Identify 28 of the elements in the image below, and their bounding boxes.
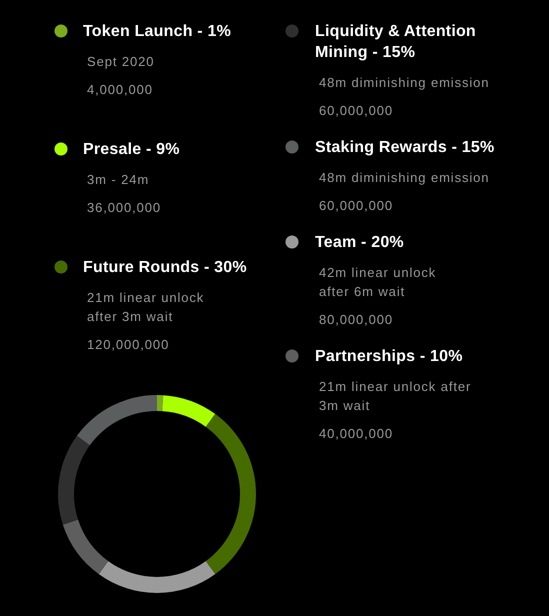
text: 40,000,000 [319, 426, 394, 440]
text: 21m linear unlock after 3m wait [87, 290, 204, 324]
legend-label: Team - 20% [315, 234, 404, 250]
donut-slice [58, 436, 90, 525]
text: 42m linear unlock after 6m wait [319, 264, 436, 298]
text: 60,000,000 [319, 198, 394, 212]
donut-slice [206, 414, 256, 574]
legend-label: Future Rounds - 30% [83, 258, 247, 276]
text: Sept 2020 [87, 54, 154, 68]
text: 36,000,000 [87, 200, 162, 214]
legend-label: Liquidity & Attention Mining - 15% [315, 22, 476, 60]
donut-slice [157, 395, 164, 412]
donut-slice [62, 520, 108, 574]
text: 120,000,000 [87, 336, 170, 352]
text: 4,000,000 [87, 82, 153, 96]
text: 21m linear unlock after 3m wait [319, 378, 472, 412]
legend-label: Presale - 9% [83, 140, 180, 158]
legend-label: Token Launch - 1% [83, 22, 232, 40]
legend-label: Partnerships - 10% [315, 348, 463, 364]
text: 80,000,000 [319, 312, 394, 326]
text: 3m - 24m [87, 172, 150, 186]
donut-slice [162, 395, 216, 427]
donut-slice [98, 561, 216, 593]
text: 48m diminishing emission [319, 170, 490, 184]
donut-slice [76, 395, 157, 446]
text: 48m diminishing emission [319, 74, 490, 90]
legend-label: Staking Rewards - 15% [315, 138, 494, 156]
text: 60,000,000 [319, 102, 394, 118]
